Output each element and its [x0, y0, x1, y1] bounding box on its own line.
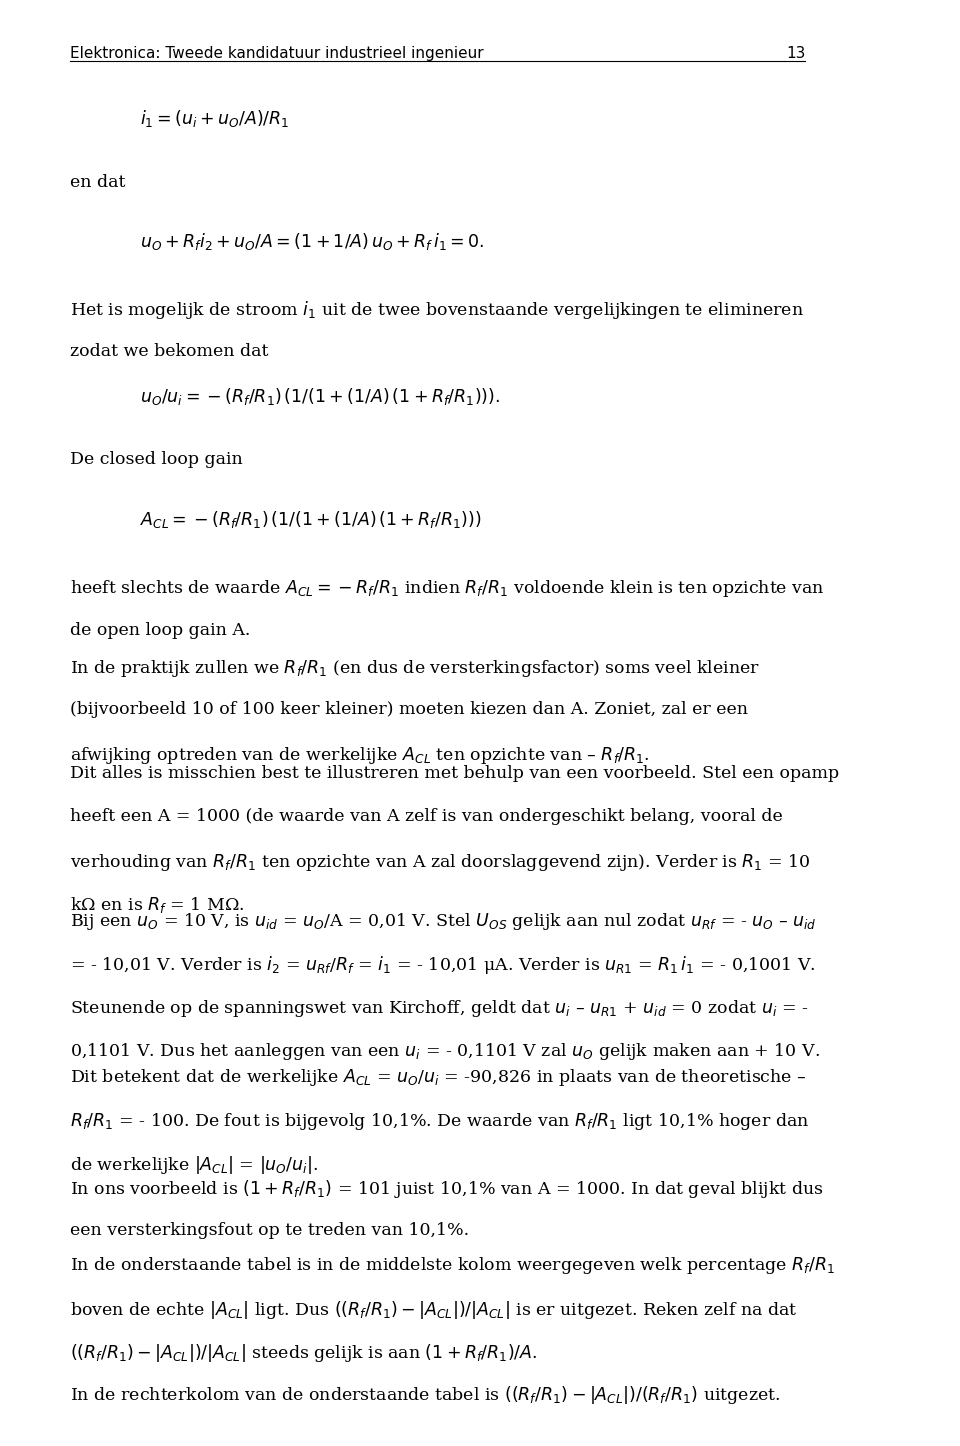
Text: In ons voorbeeld is $(1 + R_f/R_1)$ = 101 juist 10,1% van A = 1000. In dat geval: In ons voorbeeld is $(1 + R_f/R_1)$ = 10… — [70, 1178, 824, 1200]
Text: een versterkingsfout op te treden van 10,1%.: een versterkingsfout op te treden van 10… — [70, 1222, 469, 1239]
Text: Het is mogelijk de stroom $i_1$ uit de twee bovenstaande vergelijkingen te elimi: Het is mogelijk de stroom $i_1$ uit de t… — [70, 299, 804, 321]
Text: $u_O + R_f i_2 + u_O/A = (1 + 1/A)\, u_O + R_f\, i_1 = 0.$: $u_O + R_f i_2 + u_O/A = (1 + 1/A)\, u_O… — [140, 231, 485, 253]
Text: Dit alles is misschien best te illustreren met behulp van een voorbeeld. Stel ee: Dit alles is misschien best te illustrer… — [70, 765, 839, 782]
Text: Dit betekent dat de werkelijke $A_{CL}$ = $u_O$/$u_i$ = -90,826 in plaats van de: Dit betekent dat de werkelijke $A_{CL}$ … — [70, 1067, 806, 1089]
Text: Steunende op de spanningswet van Kirchoff, geldt dat $u_i$ – $u_{R1}$ + $u_{id}$: Steunende op de spanningswet van Kirchof… — [70, 998, 808, 1019]
Text: heeft een A = 1000 (de waarde van A zelf is van ondergeschikt belang, vooral de: heeft een A = 1000 (de waarde van A zelf… — [70, 808, 782, 826]
Text: $R_f/R_1$ = - 100. De fout is bijgevolg 10,1%. De waarde van $R_f/R_1$ ligt 10,1: $R_f/R_1$ = - 100. De fout is bijgevolg … — [70, 1111, 809, 1132]
Text: Bij een $u_O$ = 10 V, is $u_{id}$ = $u_O$/A = 0,01 V. Stel $U_{OS}$ gelijk aan n: Bij een $u_O$ = 10 V, is $u_{id}$ = $u_O… — [70, 911, 817, 933]
Text: heeft slechts de waarde $A_{CL} = - R_f/R_1$ indien $R_f/R_1$ voldoende klein is: heeft slechts de waarde $A_{CL} = - R_f/… — [70, 578, 825, 600]
Text: de open loop gain A.: de open loop gain A. — [70, 622, 251, 639]
Text: en dat: en dat — [70, 174, 126, 191]
Text: 13: 13 — [786, 46, 805, 61]
Text: $i_1 = (u_i + u_O/A)/R_1$: $i_1 = (u_i + u_O/A)/R_1$ — [140, 108, 290, 130]
Text: Elektronica: Tweede kandidatuur industrieel ingenieur: Elektronica: Tweede kandidatuur industri… — [70, 46, 484, 61]
Text: de werkelijke $|A_{CL}|$ = $|u_O/u_i|$.: de werkelijke $|A_{CL}|$ = $|u_O/u_i|$. — [70, 1154, 319, 1176]
Text: In de praktijk zullen we $R_f/R_1$ (en dus de versterkingsfactor) soms veel klei: In de praktijk zullen we $R_f/R_1$ (en d… — [70, 658, 760, 680]
Text: verhouding van $R_f/R_1$ ten opzichte van A zal doorslaggevend zijn). Verder is : verhouding van $R_f/R_1$ ten opzichte va… — [70, 852, 811, 873]
Text: 0,1101 V. Dus het aanleggen van een $u_i$ = - 0,1101 V zal $u_O$ gelijk maken aa: 0,1101 V. Dus het aanleggen van een $u_i… — [70, 1041, 820, 1063]
Text: In de rechterkolom van de onderstaande tabel is $((R_f/R_1) - |A_{CL}|)/(R_f/R_1: In de rechterkolom van de onderstaande t… — [70, 1384, 780, 1406]
Text: $u_O/u_i = - (R_f/R_1)\, (1/(1 + (1/A)\,(1 + R_f/R_1))).$: $u_O/u_i = - (R_f/R_1)\, (1/(1 + (1/A)\,… — [140, 386, 500, 408]
Text: afwijking optreden van de werkelijke $A_{CL}$ ten opzichte van – $R_f/R_1$.: afwijking optreden van de werkelijke $A_… — [70, 745, 650, 766]
Text: = - 10,01 V. Verder is $i_2$ = $u_{Rf}$/$R_f$ = $i_1$ = - 10,01 μA. Verder is $u: = - 10,01 V. Verder is $i_2$ = $u_{Rf}$/… — [70, 954, 816, 976]
Text: boven de echte $|A_{CL}|$ ligt. Dus $((R_f/R_1) - |A_{CL}|)/|A_{CL}|$ is er uitg: boven de echte $|A_{CL}|$ ligt. Dus $((R… — [70, 1299, 798, 1320]
Text: (bijvoorbeeld 10 of 100 keer kleiner) moeten kiezen dan A. Zoniet, zal er een: (bijvoorbeeld 10 of 100 keer kleiner) mo… — [70, 701, 748, 719]
Text: $A_{CL} = - (R_f/R_1)\, (1/(1 + (1/A)\,(1 + R_f/R_1)))$: $A_{CL} = - (R_f/R_1)\, (1/(1 + (1/A)\,(… — [140, 509, 482, 531]
Text: In de onderstaande tabel is in de middelste kolom weergegeven welk percentage $R: In de onderstaande tabel is in de middel… — [70, 1255, 835, 1277]
Text: $((R_f/R_1) - |A_{CL}|)/|A_{CL}|$ steeds gelijk is aan $(1 + R_f/R_1)/A$.: $((R_f/R_1) - |A_{CL}|)/|A_{CL}|$ steeds… — [70, 1342, 538, 1364]
Text: De closed loop gain: De closed loop gain — [70, 451, 243, 469]
Text: zodat we bekomen dat: zodat we bekomen dat — [70, 343, 269, 360]
Text: kΩ en is $R_f$ = 1 MΩ.: kΩ en is $R_f$ = 1 MΩ. — [70, 895, 245, 915]
